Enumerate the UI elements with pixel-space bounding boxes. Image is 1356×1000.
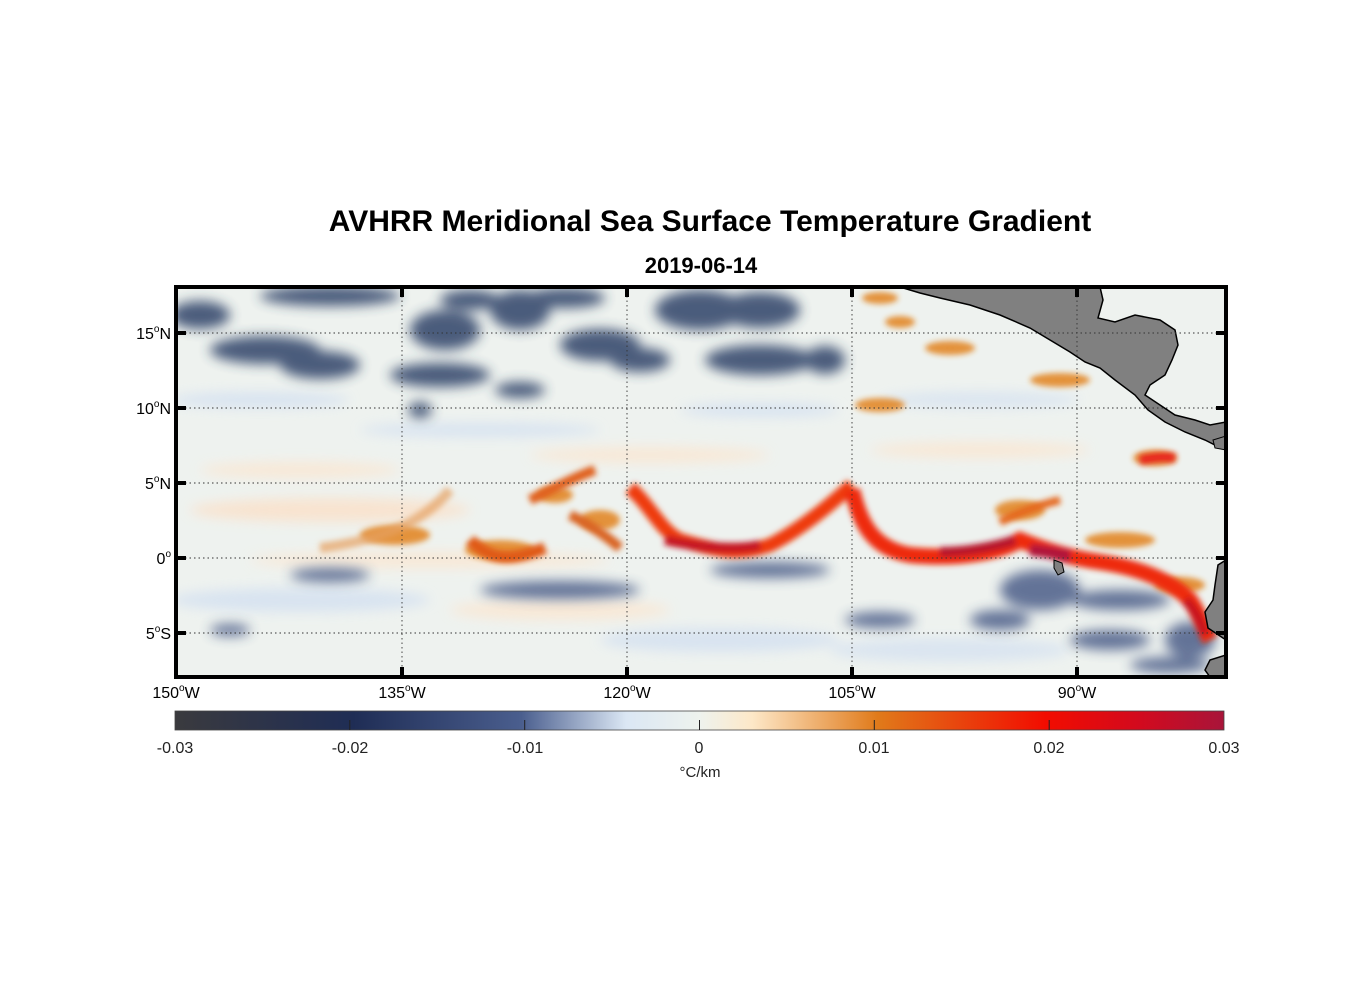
lat-label-0: 0o xyxy=(156,549,171,568)
lon-label-90w: 90oW xyxy=(1057,683,1097,702)
colorbar-tick-label: 0 xyxy=(694,740,704,757)
lat-label-5s: 5oS xyxy=(145,624,171,643)
lon-label-150w: 150oW xyxy=(152,683,200,702)
colorbar-tick-label: 0.03 xyxy=(1208,740,1240,757)
lon-label-105w: 105oW xyxy=(828,683,876,702)
colorbar-unit-label: °C/km xyxy=(679,764,721,781)
map-gridlines xyxy=(176,287,1226,677)
colorbar-tick-label: 0.02 xyxy=(1033,740,1065,757)
chart-subtitle: 2019-06-14 xyxy=(644,253,758,278)
lat-label-10n: 10oN xyxy=(136,399,171,418)
colorbar-tick-label: -0.01 xyxy=(506,740,544,757)
lon-label-120w: 120oW xyxy=(603,683,651,702)
colorbar xyxy=(174,710,1225,731)
gradient-field xyxy=(176,287,1226,677)
colorbar-tick-label: 0.01 xyxy=(858,740,890,757)
colorbar-tick-label: -0.02 xyxy=(331,740,369,757)
lat-label-5n: 5oN xyxy=(144,474,171,493)
lon-label-135w: 135oW xyxy=(378,683,426,702)
map-frame xyxy=(174,285,1228,679)
lat-label-15n: 15oN xyxy=(136,324,171,343)
chart-title: AVHRR Meridional Sea Surface Temperature… xyxy=(328,205,1092,238)
land-mass xyxy=(899,287,1226,677)
colorbar-tick-label: -0.03 xyxy=(156,740,194,757)
